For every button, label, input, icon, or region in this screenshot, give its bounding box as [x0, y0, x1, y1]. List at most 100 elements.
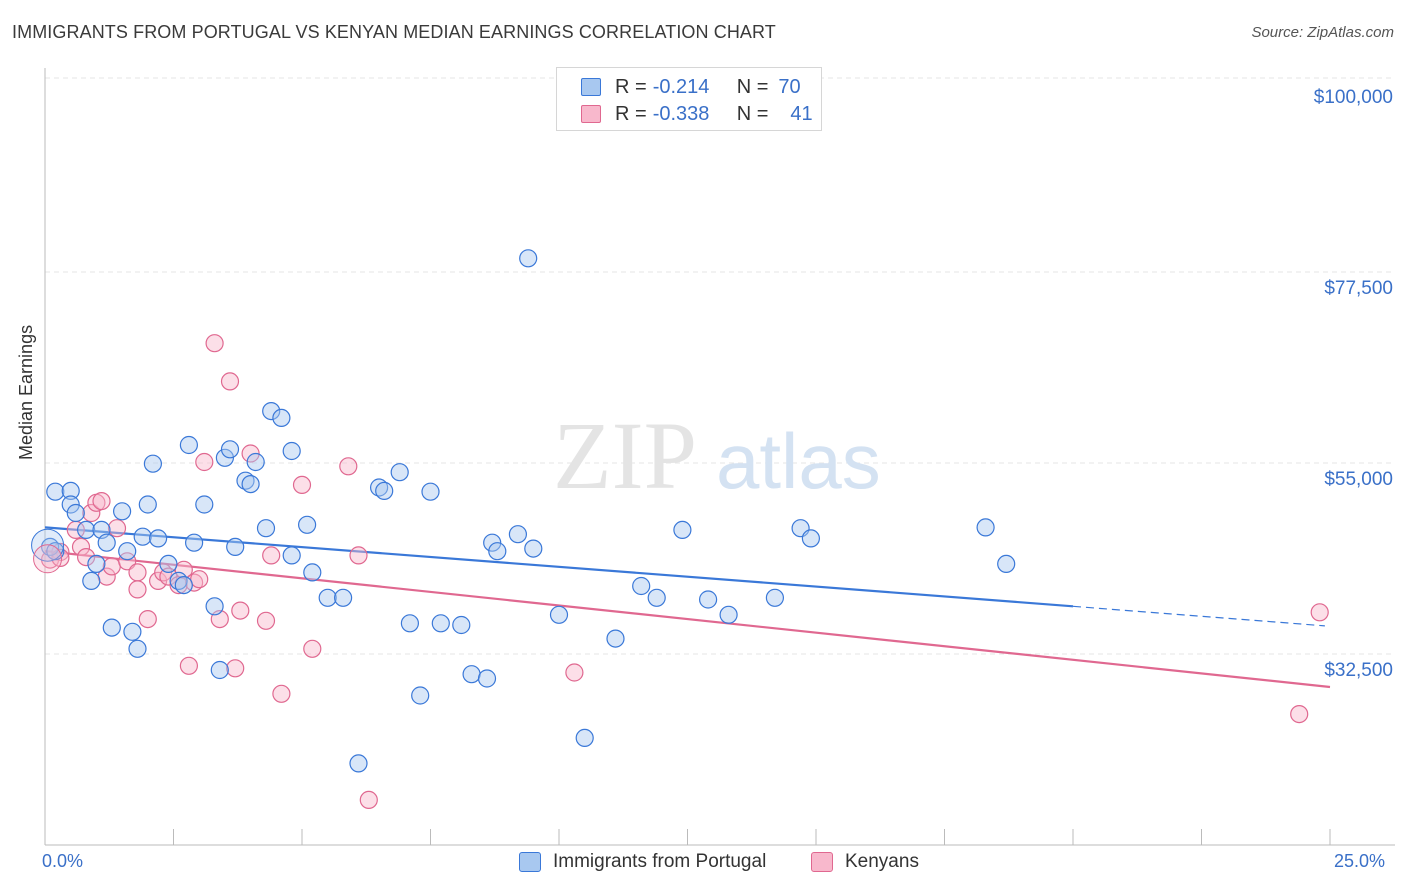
point-portugal: [205, 597, 224, 616]
y-tick-labels: $32,500 $55,000 $77,500 $100,000: [1314, 87, 1393, 681]
point-portugal: [102, 618, 121, 637]
chart-title: IMMIGRANTS FROM PORTUGAL VS KENYAN MEDIA…: [12, 22, 776, 42]
point-kenyans: [138, 609, 157, 629]
point-portugal: [174, 575, 193, 595]
legend-label-portugal: Immigrants from Portugal: [553, 851, 767, 872]
point-kenyans: [82, 503, 101, 523]
point-portugal: [282, 441, 301, 461]
point-kenyans: [349, 546, 368, 565]
point-portugal: [159, 554, 178, 574]
point-portugal: [719, 605, 738, 624]
point-kenyans: [102, 557, 121, 576]
trend-line-kenyans: [44, 550, 1331, 689]
legend-label-kenyans: Kenyans: [845, 851, 919, 872]
point-portugal: [133, 527, 152, 546]
point-portugal: [143, 454, 162, 473]
point-portugal: [632, 576, 651, 596]
point-kenyans: [303, 639, 322, 658]
point-portugal: [61, 495, 80, 514]
point-portugal: [997, 554, 1016, 574]
point-portugal: [179, 435, 198, 455]
point-portugal: [349, 754, 368, 773]
n-label: N =: [736, 75, 769, 98]
r-value: -0.214: [652, 75, 710, 98]
y-tick-label: $55,000: [1324, 469, 1393, 490]
trend-lines: [44, 526, 1331, 689]
y-axis-label: Median Earnings: [16, 324, 36, 460]
point-kenyans: [231, 601, 250, 620]
r-value: -0.338: [652, 102, 710, 125]
point-portugal: [976, 518, 995, 537]
point-portugal: [375, 481, 394, 500]
point-portugal: [519, 249, 538, 268]
point-portugal: [246, 452, 265, 472]
point-portugal: [195, 495, 214, 514]
point-kenyans: [179, 656, 198, 675]
x-tick-label-max: 25.0%: [1334, 851, 1386, 871]
point-kenyans: [272, 684, 291, 703]
point-portugal: [220, 440, 240, 459]
point-portugal: [508, 525, 528, 544]
point-portugal: [215, 448, 234, 467]
point-portugal: [452, 615, 471, 635]
legend-row-kenyans: R = -0.338 N = 41: [581, 101, 813, 127]
point-kenyans: [262, 546, 281, 565]
point-portugal: [765, 588, 785, 607]
point-kenyans: [292, 475, 312, 494]
point-portugal: [149, 529, 168, 548]
series-legend: Immigrants from Portugal Kenyans: [0, 851, 1406, 879]
point-kenyans: [359, 790, 378, 810]
point-portugal: [272, 408, 291, 427]
point-kenyans: [149, 571, 168, 591]
correlation-legend: R = -0.214 N = 70 R = -0.338 N = 41: [556, 67, 822, 131]
point-portugal: [488, 542, 507, 561]
point-portugal: [66, 503, 85, 523]
watermark-zip: ZIP: [553, 402, 697, 509]
grid-lines: [45, 77, 1395, 655]
point-portugal: [421, 482, 440, 501]
point-portugal: [411, 686, 430, 705]
point-portugal: [477, 669, 497, 688]
point-portugal: [128, 639, 147, 658]
r-label: R =: [615, 75, 647, 98]
point-portugal: [118, 542, 137, 561]
point-kenyans: [1290, 704, 1309, 724]
point-portugal: [549, 605, 569, 624]
point-portugal: [370, 478, 389, 497]
legend-item-kenyans[interactable]: Kenyans: [811, 851, 919, 873]
point-kenyans: [190, 570, 209, 589]
point-portugal: [431, 614, 450, 633]
point-kenyans: [76, 547, 96, 567]
point-kenyans: [205, 334, 224, 353]
trend-line-portugal-extension: [1072, 605, 1325, 627]
trend-line-portugal: [44, 526, 1074, 608]
point-kenyans: [128, 580, 147, 599]
legend-item-portugal[interactable]: Immigrants from Portugal: [519, 851, 766, 873]
point-kenyans: [195, 452, 214, 472]
point-portugal: [462, 665, 481, 684]
point-kenyans-cluster: [33, 544, 63, 574]
point-portugal: [303, 563, 322, 582]
point-portugal: [801, 529, 821, 548]
point-portugal: [46, 482, 65, 501]
point-kenyans: [565, 663, 584, 682]
watermark: ZIP atlas: [553, 402, 881, 509]
point-kenyans: [128, 563, 147, 582]
point-kenyans: [256, 611, 276, 630]
axes: [44, 68, 1395, 846]
point-portugal: [123, 622, 142, 641]
point-portugal: [298, 515, 317, 534]
x-tick-label-min: 0.0%: [42, 851, 84, 871]
point-portugal: [236, 471, 255, 490]
point-portugal: [483, 533, 502, 552]
legend-swatch-portugal: [519, 852, 541, 872]
point-portugal: [318, 588, 337, 607]
n-value: 41: [790, 102, 813, 125]
point-portugal: [185, 533, 204, 552]
point-kenyans: [92, 492, 111, 511]
data-points: [31, 249, 1329, 810]
point-portugal: [575, 728, 594, 748]
point-portugal: [112, 502, 132, 521]
point-portugal: [82, 571, 101, 591]
